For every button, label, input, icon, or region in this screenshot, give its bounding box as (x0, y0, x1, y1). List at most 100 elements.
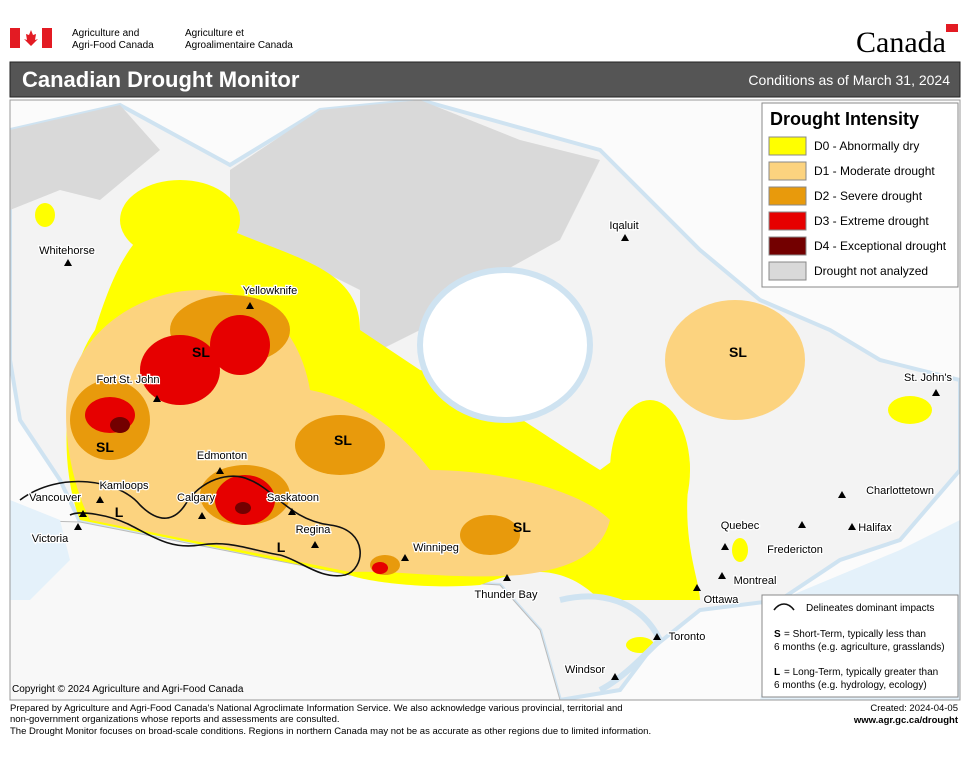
drought-area (230, 100, 600, 360)
drought-area (110, 417, 130, 433)
drought-area (295, 415, 385, 475)
pacific-ocean (10, 500, 70, 600)
agency-en: Agri-Food Canada (72, 40, 154, 51)
impacts-box (761, 594, 959, 698)
city-marker (718, 572, 726, 579)
short-term-text: 6 months (e.g. agriculture, grasslands) (774, 642, 945, 653)
legend-swatch (768, 161, 807, 181)
city-label: Thunder Bay (475, 589, 538, 601)
long-term-text: = Long-Term, typically greater than (784, 667, 938, 678)
wordmark: Canada (856, 26, 946, 59)
map: Whitehorse Yellowknife Iqaluit Fort St. Joh… (10, 100, 960, 700)
city-label: Victoria (32, 533, 69, 545)
impact-label: SL (513, 519, 531, 535)
city-marker (653, 633, 661, 640)
city-marker (932, 389, 940, 396)
drought-areas (10, 100, 932, 653)
drought-area (732, 538, 748, 562)
drought-area (140, 335, 220, 405)
impact-label: L (277, 539, 286, 555)
city-marker (216, 467, 224, 474)
city-marker (693, 584, 701, 591)
legend-title: Drought Intensity (770, 109, 919, 129)
city-label: Fort St. John (97, 374, 160, 386)
copyright: Copyright © 2024 Agriculture and Agri-Fo… (12, 684, 244, 695)
legend-items: D0 - Abnormally dry D1 - Moderate drought… (768, 136, 947, 281)
impact-label: SL (729, 344, 747, 360)
flag-bar (10, 28, 20, 48)
title-bar (9, 61, 961, 98)
agency-fr: Agroalimentaire Canada (185, 40, 293, 51)
city-marker (246, 302, 254, 309)
city-label: Montreal (734, 575, 777, 587)
city-label: Winnipeg (413, 542, 459, 554)
drought-area (460, 515, 520, 555)
wordmark-flag (946, 24, 958, 32)
flag-leaf (24, 30, 38, 46)
city-marker (848, 523, 856, 530)
city-label: St. John's (904, 372, 952, 384)
footer-line: Prepared by Agriculture and Agri-Food Ca… (10, 703, 623, 714)
legend-swatch (768, 211, 807, 231)
drought-area (210, 315, 270, 375)
city-marker (503, 574, 511, 581)
impact-line-label: Delineates dominant impacts (806, 603, 934, 614)
created-date: Created: 2024-04-05 (870, 703, 958, 714)
city-label: Charlottetown (866, 485, 934, 497)
agency-fr: Agriculture et (185, 28, 244, 39)
city-marker (621, 234, 629, 241)
flag-bar (42, 28, 52, 48)
title: Canadian Drought Monitor (22, 67, 300, 92)
city-label: Vancouver (29, 492, 81, 504)
short-term-text: = Short-Term, typically less than (784, 629, 926, 640)
legend-label: D3 - Extreme drought (814, 214, 929, 228)
city-label: Iqaluit (609, 220, 638, 232)
legend-label: Drought not analyzed (814, 264, 928, 278)
city-label: Kamloops (100, 480, 149, 492)
footer-line: The Drought Monitor focuses on broad-sca… (10, 726, 651, 737)
legend-swatch (768, 236, 807, 256)
city-label: Calgary (177, 492, 215, 504)
impact-label: SL (192, 344, 210, 360)
city-label: Windsor (565, 664, 606, 676)
conditions-date: Conditions as of March 31, 2024 (748, 72, 950, 88)
city-marker (79, 510, 87, 517)
city-marker (64, 259, 72, 266)
city-marker (798, 521, 806, 528)
city-label: Saskatoon (267, 492, 319, 504)
impact-line (19, 475, 361, 577)
hudson-bay (417, 267, 593, 423)
us-land (10, 519, 561, 700)
city-label: Toronto (669, 631, 706, 643)
legend-swatch (768, 136, 807, 156)
legend-label: D4 - Exceptional drought (814, 239, 947, 253)
city-label: Regina (296, 524, 332, 536)
city-marker (74, 523, 82, 530)
city-marker (96, 496, 104, 503)
legend-label: D1 - Moderate drought (814, 164, 935, 178)
city-marker (721, 543, 729, 550)
drought-area (610, 400, 690, 540)
city-label: Edmonton (197, 450, 247, 462)
legend-swatch (768, 261, 807, 281)
legend-label: D2 - Severe drought (814, 189, 923, 203)
city-label: Fredericton (767, 544, 823, 556)
city-marker (401, 554, 409, 561)
city-marker (198, 512, 206, 519)
map-frame (9, 99, 961, 701)
city-label: Quebec (721, 520, 760, 532)
impact-label: L (115, 504, 124, 520)
city-label: Halifax (858, 522, 892, 534)
agency-en: Agriculture and (72, 28, 139, 39)
impact-label: SL (334, 432, 352, 448)
city-label: Yellowknife (243, 285, 298, 297)
drought-area (215, 475, 275, 525)
drought-area (10, 105, 160, 210)
legend-swatch (768, 186, 807, 206)
city-marker (838, 491, 846, 498)
drought-area (372, 562, 388, 574)
map-labels: Whitehorse Yellowknife Iqaluit Fort St. Joh… (28, 219, 954, 680)
drought-area (235, 502, 251, 514)
drought-area (35, 203, 55, 227)
short-term-code: S (774, 629, 781, 640)
